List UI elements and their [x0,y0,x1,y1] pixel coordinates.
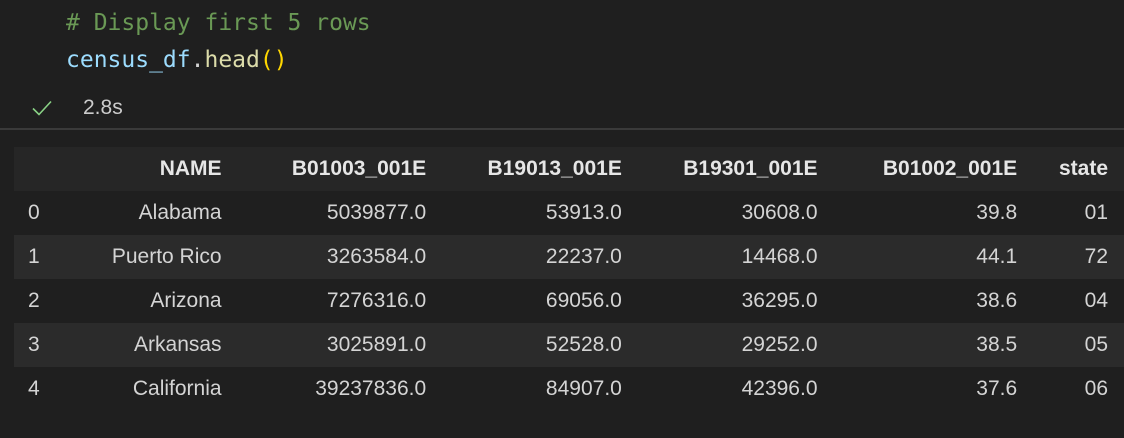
column-header-b19013: B19013_001E [487,157,622,180]
cell-b19013: 69056.0 [545,289,622,312]
code-comment-line[interactable]: # Display first 5 rows [66,9,371,37]
cell-name: Alabama [138,201,222,224]
cell-b01002: 44.1 [976,245,1018,268]
cell-b19301: 30608.0 [741,201,818,224]
cell-b19013: 52528.0 [545,333,622,356]
code-comment: # Display first 5 rows [66,10,371,36]
cell-name: Arizona [150,289,222,312]
cell-state: 05 [1084,333,1108,356]
check-icon [30,96,54,120]
table-row: 4 California 39237836.0 84907.0 42396.0 … [14,367,1124,411]
column-header-index [14,147,66,191]
column-header-b19301: B19301_001E [683,157,818,180]
cell-name: California [132,377,222,400]
code-parens: () [259,47,288,73]
output-divider [0,128,1124,130]
cell-b19013: 84907.0 [545,377,622,400]
cell-b01002: 38.6 [976,289,1018,312]
table-row: 0 Alabama 5039877.0 53913.0 30608.0 39.8… [14,191,1124,235]
row-index: 2 [28,289,40,312]
cell-name: Arkansas [134,333,222,356]
row-index: 1 [28,245,40,268]
execution-status: 2.8s [30,93,123,123]
cell-b01002: 37.6 [976,377,1018,400]
cell-b01003: 5039877.0 [326,201,427,224]
cell-b01002: 39.8 [976,201,1018,224]
cell-b19301: 42396.0 [741,377,818,400]
code-dot: . [190,47,205,73]
row-index: 3 [28,333,40,356]
cell-b19301: 14468.0 [741,245,818,268]
cell-b19013: 22237.0 [545,245,622,268]
cell-b19301: 36295.0 [741,289,818,312]
table-row: 2 Arizona 7276316.0 69056.0 36295.0 38.6… [14,279,1124,323]
dataframe-table: NAME B01003_001E B19013_001E B19301_001E… [14,147,1124,411]
cell-b01003: 3263584.0 [326,245,427,268]
row-index: 0 [28,201,40,224]
table-header-row: NAME B01003_001E B19013_001E B19301_001E… [14,147,1124,191]
table-row: 3 Arkansas 3025891.0 52528.0 29252.0 38.… [14,323,1124,367]
cell-output: NAME B01003_001E B19013_001E B19301_001E… [14,147,1124,411]
cell-state: 72 [1084,245,1108,268]
code-cell[interactable]: # Display first 5 rows census_df.head() … [0,0,1124,128]
cell-name: Puerto Rico [111,245,222,268]
column-header-state: state [1058,157,1108,180]
cell-b19013: 53913.0 [545,201,622,224]
column-header-b01002: B01002_001E [882,157,1018,180]
execution-time: 2.8s [83,96,123,119]
table-row: 1 Puerto Rico 3263584.0 22237.0 14468.0 … [14,235,1124,279]
code-statement-line[interactable]: census_df.head() [66,46,288,74]
cell-b01003: 7276316.0 [326,289,427,312]
cell-state: 06 [1084,377,1108,400]
cell-state: 01 [1084,201,1108,224]
cell-b01003: 39237836.0 [315,377,427,400]
cell-state: 04 [1084,289,1108,312]
code-variable: census_df [66,47,191,73]
cell-b19301: 29252.0 [741,333,818,356]
cell-b01002: 38.5 [976,333,1018,356]
code-method: head [204,47,260,73]
row-index: 4 [28,377,40,400]
column-header-name: NAME [159,157,222,180]
cell-b01003: 3025891.0 [326,333,427,356]
column-header-b01003: B01003_001E [291,157,427,180]
